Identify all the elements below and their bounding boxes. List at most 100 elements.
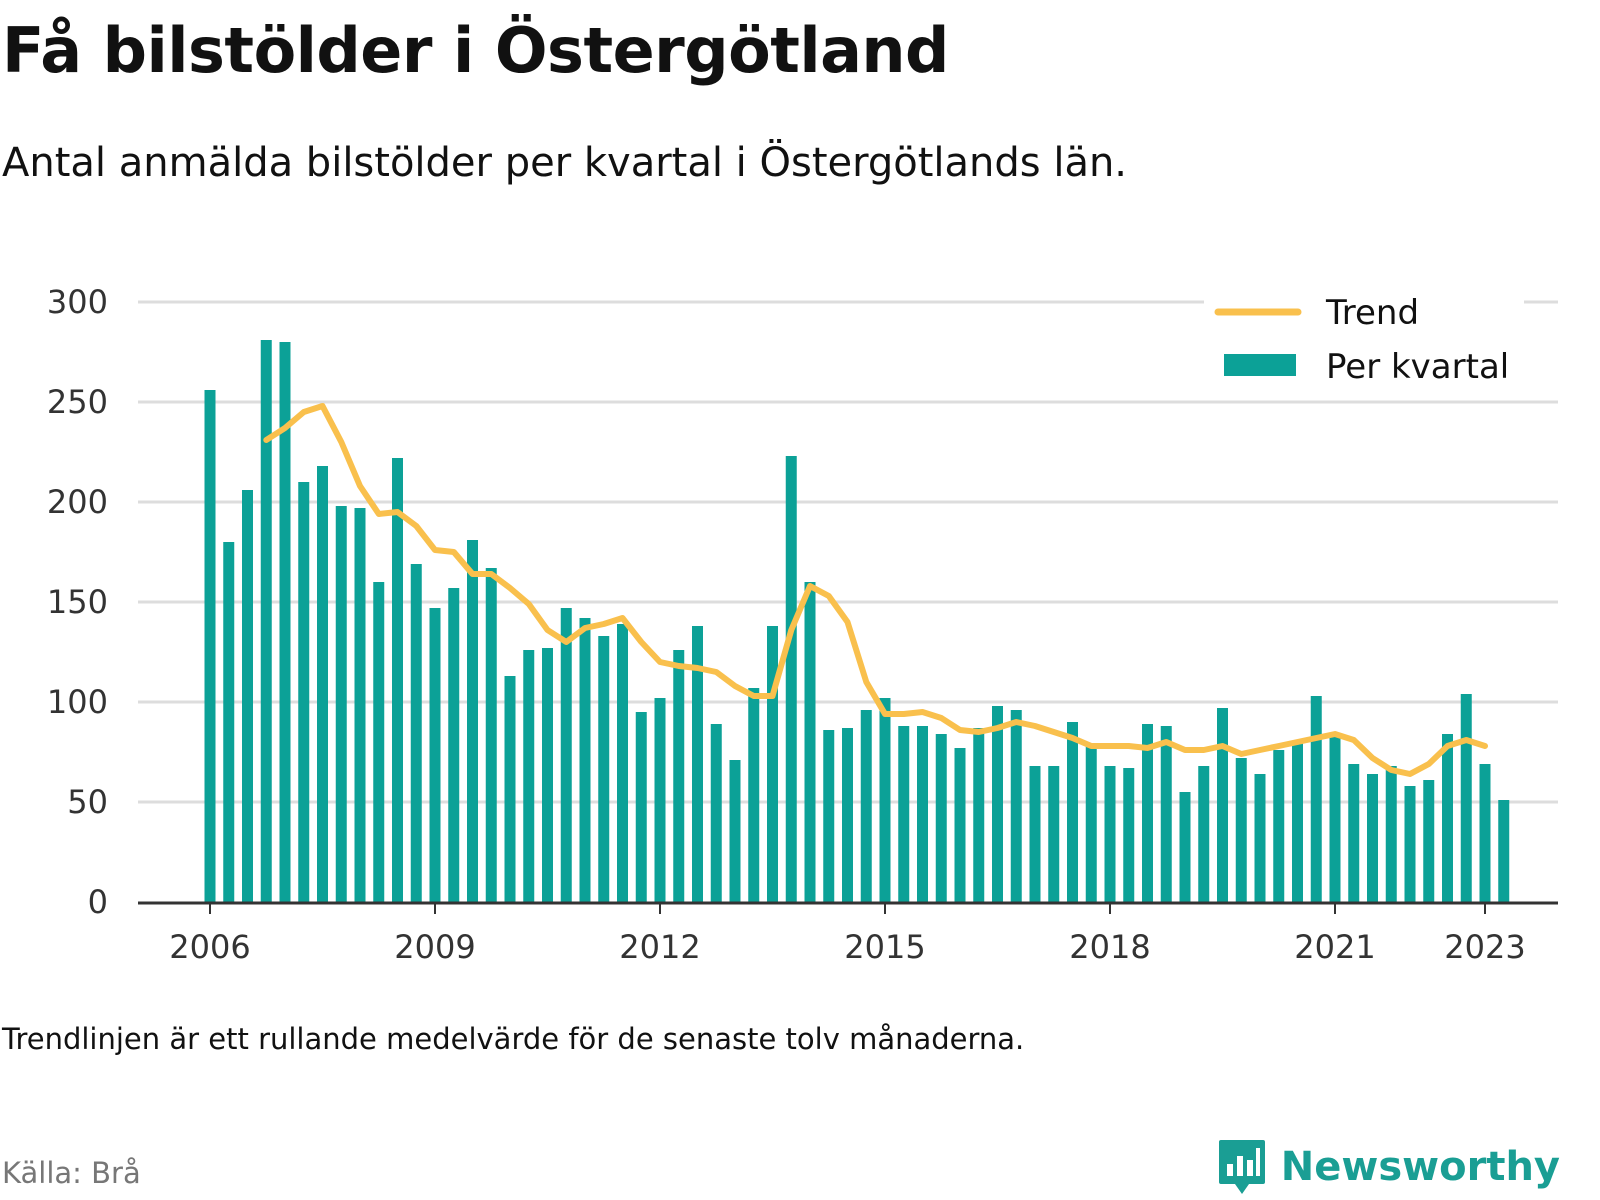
bar [973,728,985,902]
trend-line-group [263,403,1488,777]
x-tick-label: 2006 [169,928,250,966]
chart-title: Få bilstölder i Östergötland [2,14,949,87]
bar [279,342,291,902]
bar [767,626,778,902]
bar [560,608,572,902]
bar [1067,722,1078,902]
bar [223,542,235,902]
bar [373,582,385,902]
bar [1010,710,1022,902]
bar [654,698,666,902]
y-tick-label: 100 [47,683,108,721]
bar [860,710,872,902]
y-tick-label: 200 [47,483,108,521]
bar [1198,766,1210,902]
bar [1385,766,1397,902]
trend-line [263,403,1488,777]
x-tick-label: 2015 [844,928,925,966]
bar [354,508,366,902]
x-tick-label: 2018 [1069,928,1150,966]
newsworthy-logo[interactable]: Newsworthy [1217,1138,1560,1196]
bar [748,688,760,902]
bar [1160,726,1172,902]
bar [1123,768,1135,902]
bar-chart-bubble-icon [1218,1140,1265,1194]
footnote: Trendlinjen är ett rullande medelvärde f… [2,1022,1025,1056]
source-credit: Källa: Brå [2,1156,141,1190]
bar [673,650,685,902]
bar [598,636,610,902]
x-axis-labels: 2006 2009 2012 2015 2018 2021 2023 [169,928,1525,966]
x-tick-label: 2021 [1294,928,1375,966]
bar [1179,792,1191,902]
x-tick-label: 2009 [394,928,475,966]
bar [1479,764,1491,902]
y-tick-label: 250 [47,383,108,421]
bar [1367,774,1378,902]
bar [898,726,910,902]
bar [485,568,497,902]
bar [1048,766,1060,902]
bar [635,712,647,902]
brand-name: Newsworthy [1280,1144,1560,1190]
legend-background [1204,280,1524,400]
bar [504,676,516,902]
bar [242,490,253,902]
bar [1085,744,1097,902]
bar [298,482,310,902]
bar [523,650,535,902]
bar [579,618,591,902]
bar [917,726,928,902]
chart-subtitle: Antal anmälda bilstölder per kvartal i Ö… [2,140,1128,186]
bar [1292,742,1303,902]
bar [1254,774,1266,902]
bar [317,466,328,902]
bar [335,506,347,902]
bar [992,706,1003,902]
bar [410,564,422,902]
y-tick-label: 0 [88,883,108,921]
bar [785,456,797,902]
bar [1235,758,1247,902]
legend[interactable]: Trend Per kvartal [1204,280,1524,400]
bar [804,582,816,902]
bar [467,540,478,902]
bar [1404,786,1416,902]
y-tick-label: 50 [67,783,108,821]
legend-label-trend: Trend [1325,293,1419,333]
bar [429,608,441,902]
bar [1423,780,1435,902]
bar [1310,696,1322,902]
bar [692,626,703,902]
legend-bar-swatch [1224,354,1296,376]
bar [1029,766,1041,902]
bar [260,340,272,902]
bar [842,728,853,902]
bar [1273,750,1285,902]
bar [1498,800,1510,902]
bar [1104,766,1116,902]
bar [729,760,741,902]
bar [1348,764,1360,902]
bar [1217,708,1228,902]
bar [448,588,460,902]
bar [1442,734,1453,902]
bar [204,390,216,902]
bar [879,698,891,902]
y-tick-label: 300 [47,283,108,321]
bar [823,730,835,902]
bar [392,458,403,902]
bars [204,340,1510,902]
y-axis-labels: 0 50 100 150 200 250 300 [47,283,108,921]
bar [542,648,553,902]
bar [1142,724,1153,902]
bar [1460,694,1472,902]
bar [935,734,947,902]
x-axis [138,901,1558,914]
y-tick-label: 150 [47,583,108,621]
x-tick-label: 2012 [619,928,700,966]
bar [1329,734,1341,902]
bar [710,724,722,902]
x-tick-label: 2023 [1444,928,1525,966]
